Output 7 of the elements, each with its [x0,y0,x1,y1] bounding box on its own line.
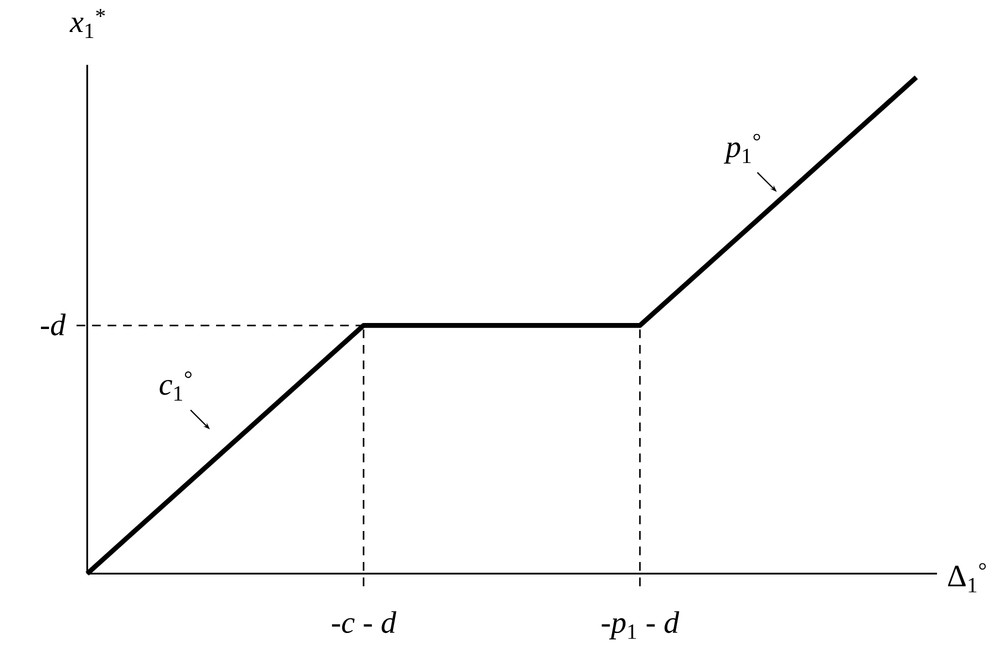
x-tick-label: -c - d [332,611,396,633]
y-axis-title: x$_{1}$* [70,8,105,38]
x-axis-title: Δ$_{1}$° [948,562,986,592]
x-tick-label: -p$_{1}$ - d [602,611,680,640]
annotation: c$_{1}$° [160,371,192,400]
ref-line-label: -d [40,314,66,336]
annotation: p$_{1}$° [724,134,760,164]
